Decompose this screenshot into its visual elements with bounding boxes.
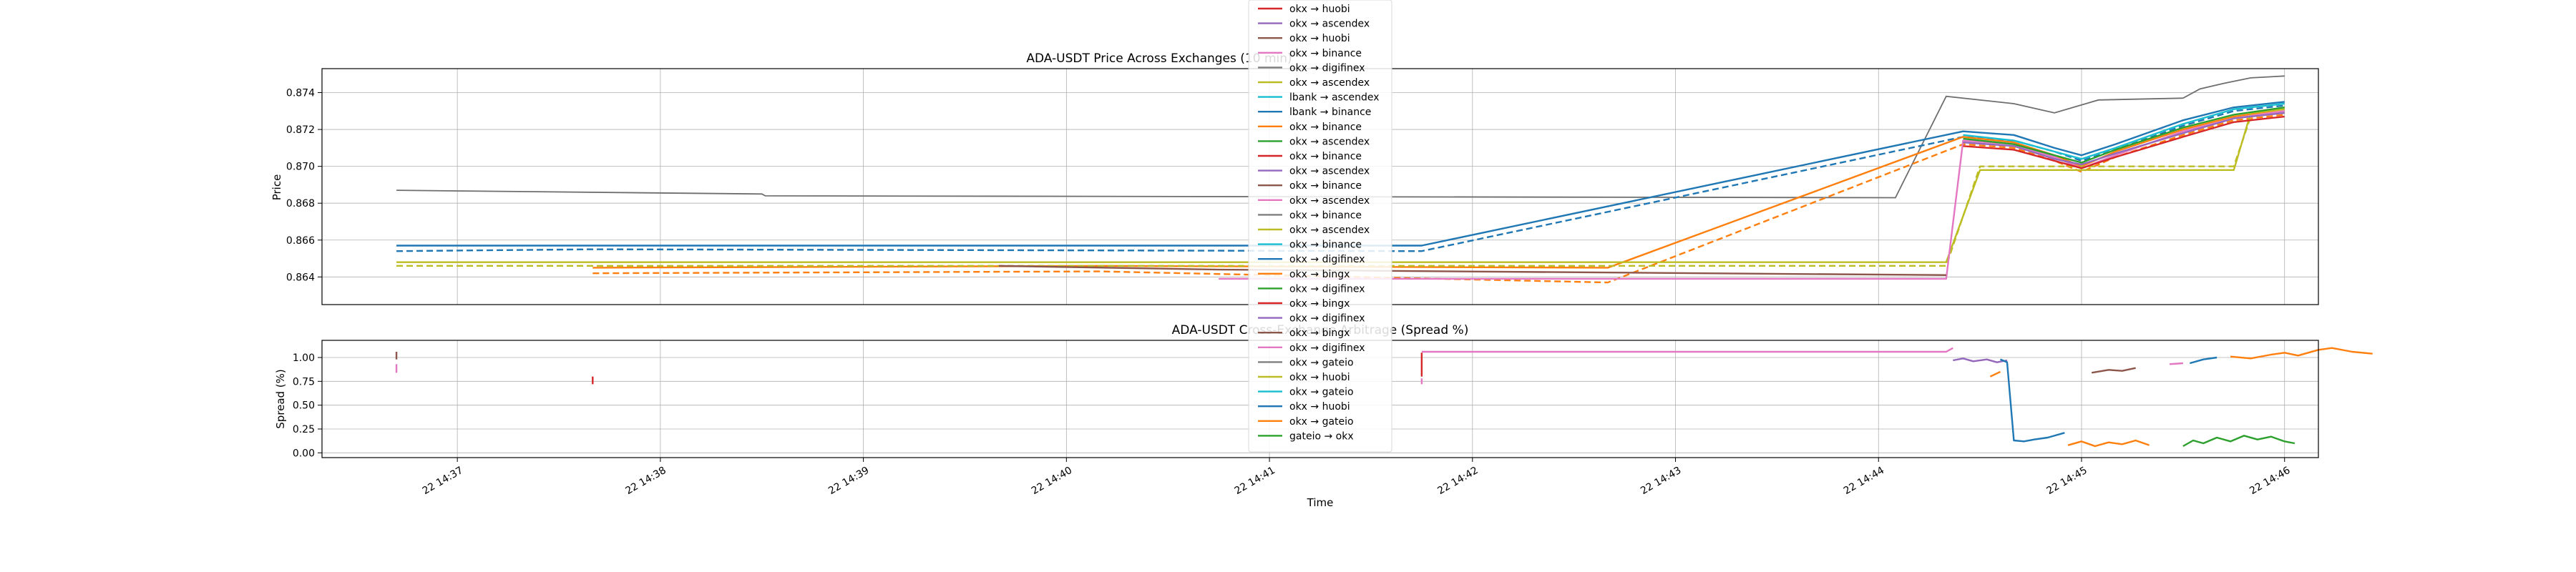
legend-entry: okx → huobi [1289,401,1350,413]
legend-entry: okx → bingx [1289,269,1350,280]
y-tick-label: 0.874 [286,88,315,99]
legend-entry: okx → digifinex [1289,283,1365,295]
legend-entry: okx → binance [1289,151,1362,162]
legend-entry: okx → huobi [1289,4,1350,15]
legend-entry: okx → ascendex [1289,19,1370,30]
x-tick-label: 22 14:45 [2045,465,2089,497]
series-line-8 [1963,112,2285,166]
spread-y-ticks: 0.00 0.25 0.50 0.75 1.00 [293,352,322,459]
series-line-2 [592,108,2285,269]
legend-entry: lbank → ascendex [1289,92,1380,104]
x-tick-label: 22 14:37 [421,465,465,497]
series-line-reference [396,75,2285,199]
legend-entry: okx → ascendex [1289,225,1370,236]
legend-entry: okx → gateio [1289,416,1354,428]
y-tick-label: 0.872 [286,124,315,136]
x-tick-label: 22 14:46 [2248,465,2292,497]
legend-entry: okx → huobi [1289,372,1350,383]
legend-entry: okx → ascendex [1289,166,1370,177]
series-line-12 [2182,435,2296,448]
legend-entry: okx → binance [1289,48,1362,59]
legend-entry: okx → ascendex [1289,195,1370,207]
legend-entry: okx → binance [1289,122,1362,133]
legend-entry: okx → ascendex [1289,77,1370,89]
legend-entry: okx → bingx [1289,327,1350,339]
series-line-13 [2189,356,2218,365]
series-line-7 [2000,358,2065,443]
series-line-11 [2169,362,2183,365]
series-line-8 [1989,370,2001,378]
series-line-0 [396,101,2285,247]
series-line-9 [2067,439,2150,448]
x-axis-label: Time [1307,496,1334,509]
legend-entry: gateio → okx [1289,430,1354,442]
y-tick-label: 0.25 [293,424,315,435]
series-line-10 [2091,367,2136,374]
series-line-6 [1219,110,2285,280]
legend-entry: okx → binance [1289,240,1362,251]
x-tick-label: 22 14:40 [1030,465,1074,497]
spread-y-axis-label: Spread (%) [274,369,287,429]
x-tick-label: 22 14:41 [1233,465,1277,497]
series-line-9 [1963,106,2285,164]
legend-entry: okx → digifinex [1289,254,1365,265]
legend-entry: okx → ascendex [1289,136,1370,147]
series-line-5 [1421,347,1953,353]
series-line-7 [998,265,1946,276]
legend-entry: okx → gateio [1289,357,1354,368]
legend-entry: okx → binance [1289,180,1362,192]
y-tick-label: 0.50 [293,400,315,412]
x-tick-label: 22 14:39 [826,465,871,497]
legend: okx → huobi okx → ascendex okx → huobi okx … [1248,0,1392,453]
series-line-6 [1953,358,2008,363]
y-tick-label: 0.868 [286,198,315,209]
legend-entry: okx → gateio [1289,387,1354,398]
y-tick-label: 1.00 [293,352,315,364]
series-line-10 [1963,102,2285,160]
x-tick-label: 22 14:38 [623,465,668,497]
legend-entry: okx → digifinex [1289,313,1365,325]
y-tick-label: 0.75 [293,376,315,388]
legend-entry: okx → binance [1289,209,1362,221]
x-tick-label: 22 14:44 [1842,465,1886,497]
legend-entry: okx → huobi [1289,33,1350,44]
price-chart-title: ADA-USDT Price Across Exchanges (10 min) [1026,51,1292,66]
legend-entry: okx → bingx [1289,298,1350,310]
price-series [396,75,2285,284]
legend-entry: okx → digifinex [1289,62,1365,74]
y-tick-label: 0.00 [293,448,315,459]
series-line-11 [1963,115,2285,169]
spread-series [395,347,2373,448]
legend-entry: okx → digifinex [1289,342,1365,354]
y-tick-label: 0.870 [286,162,315,173]
price-y-axis-label: Price [270,174,283,201]
spread-x-ticks: 22 14:37 22 14:38 22 14:39 22 14:40 22 14:41… [421,458,2293,497]
series-line-1 [396,104,2285,252]
y-tick-label: 0.864 [286,272,315,283]
x-tick-label: 22 14:42 [1435,465,1480,497]
legend-box [1248,0,1392,453]
y-tick-label: 0.866 [286,235,315,247]
series-line-14 [2230,347,2373,360]
x-tick-label: 22 14:43 [1639,465,1683,497]
price-y-ticks: 0.864 0.866 0.868 0.870 0.872 0.874 [286,88,322,283]
legend-entry: lbank → binance [1289,107,1371,118]
